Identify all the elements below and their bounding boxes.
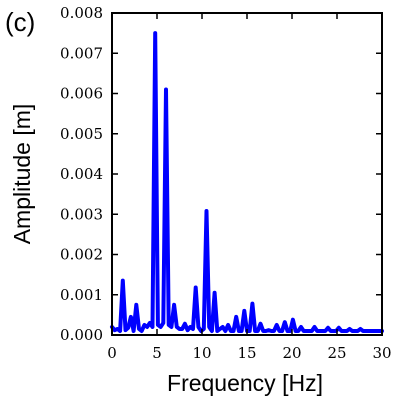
x-tick-label-0: 0 (107, 344, 117, 362)
x-tick-label-4: 20 (282, 344, 301, 362)
y-axis-label: Amplitude [m] (9, 104, 35, 245)
x-tick-label-3: 15 (237, 344, 256, 362)
y-tick-label-4: 0.004 (60, 165, 103, 183)
y-tick-label-2: 0.002 (60, 246, 103, 264)
y-tick-label-5: 0.005 (60, 125, 103, 143)
x-tick-label-1: 5 (152, 344, 162, 362)
x-axis-label: Frequency [Hz] (167, 370, 323, 396)
series-line-0 (110, 31, 384, 333)
y-tick-label-1: 0.001 (60, 286, 103, 304)
plot-frame (111, 12, 383, 336)
x-tick-label-5: 25 (327, 344, 346, 362)
x-tick-label-6: 30 (372, 344, 391, 362)
y-tick-label-3: 0.003 (60, 205, 103, 223)
y-tick-label-7: 0.007 (60, 44, 103, 62)
series-layer (110, 31, 384, 333)
y-tick-label-6: 0.006 (60, 85, 103, 103)
panel-label: (c) (5, 7, 35, 37)
ticks-layer: 0 5 10 15 20 25 30 0.000 0.001 0.002 0.003 0.004 0.0… (60, 4, 392, 362)
y-tick-label-0: 0.000 (60, 326, 103, 344)
y-tick-label-8: 0.008 (60, 4, 103, 22)
x-tick-label-2: 10 (192, 344, 211, 362)
